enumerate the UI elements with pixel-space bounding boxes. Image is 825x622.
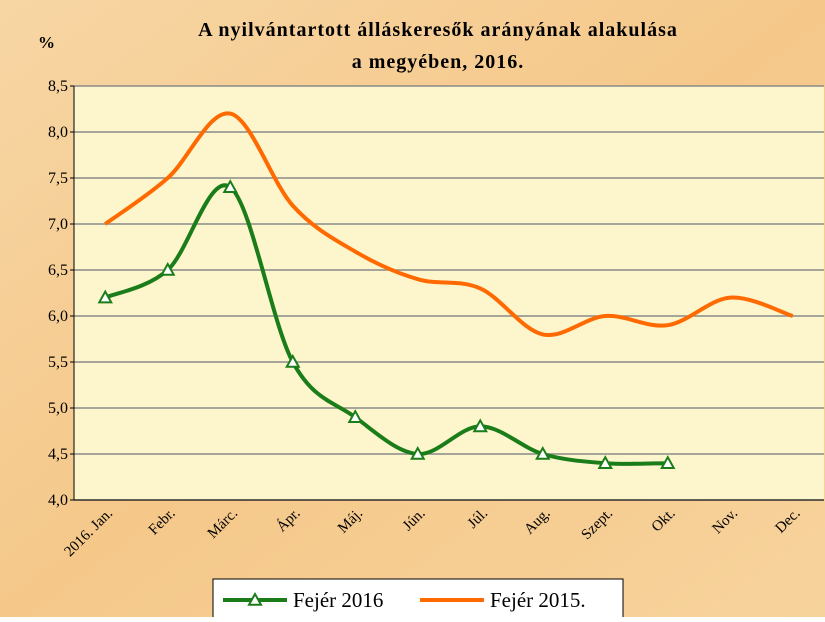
y-tick-label: 7,5 <box>48 170 68 187</box>
marker <box>410 445 426 460</box>
line <box>104 111 794 338</box>
legend-marker <box>247 591 263 606</box>
legend-label: Fejér 2015. <box>490 588 586 612</box>
y-tick-label: 8,0 <box>48 124 68 141</box>
y-tick-label: 7,0 <box>48 216 68 233</box>
y-tick-label: 6,5 <box>48 262 68 279</box>
marker <box>347 409 363 423</box>
y-tick-label: 8,5 <box>48 78 68 95</box>
y-tick-label: 6,0 <box>48 308 68 325</box>
y-tick-label: 5,0 <box>48 400 68 417</box>
marker <box>535 445 551 460</box>
y-tick-label: 4,0 <box>48 492 68 509</box>
marker <box>97 289 113 304</box>
marker <box>472 418 488 433</box>
marker <box>660 455 676 469</box>
chart-title: a megyében, 2016. <box>352 51 525 73</box>
y-tick-label: 5,5 <box>48 354 68 371</box>
legend-label: Fejér 2016 <box>293 588 383 612</box>
marker <box>160 261 176 276</box>
y-tick-label: 4,5 <box>48 446 68 463</box>
y-axis-label: % <box>38 33 55 52</box>
chart-title: A nyilvántartott álláskeresők arányának … <box>198 19 678 41</box>
marker <box>285 353 301 368</box>
marker <box>597 455 613 469</box>
marker <box>222 179 238 193</box>
plot-area <box>74 86 824 500</box>
